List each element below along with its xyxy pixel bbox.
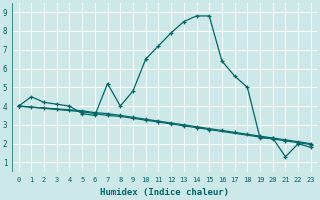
X-axis label: Humidex (Indice chaleur): Humidex (Indice chaleur) [100, 188, 229, 197]
